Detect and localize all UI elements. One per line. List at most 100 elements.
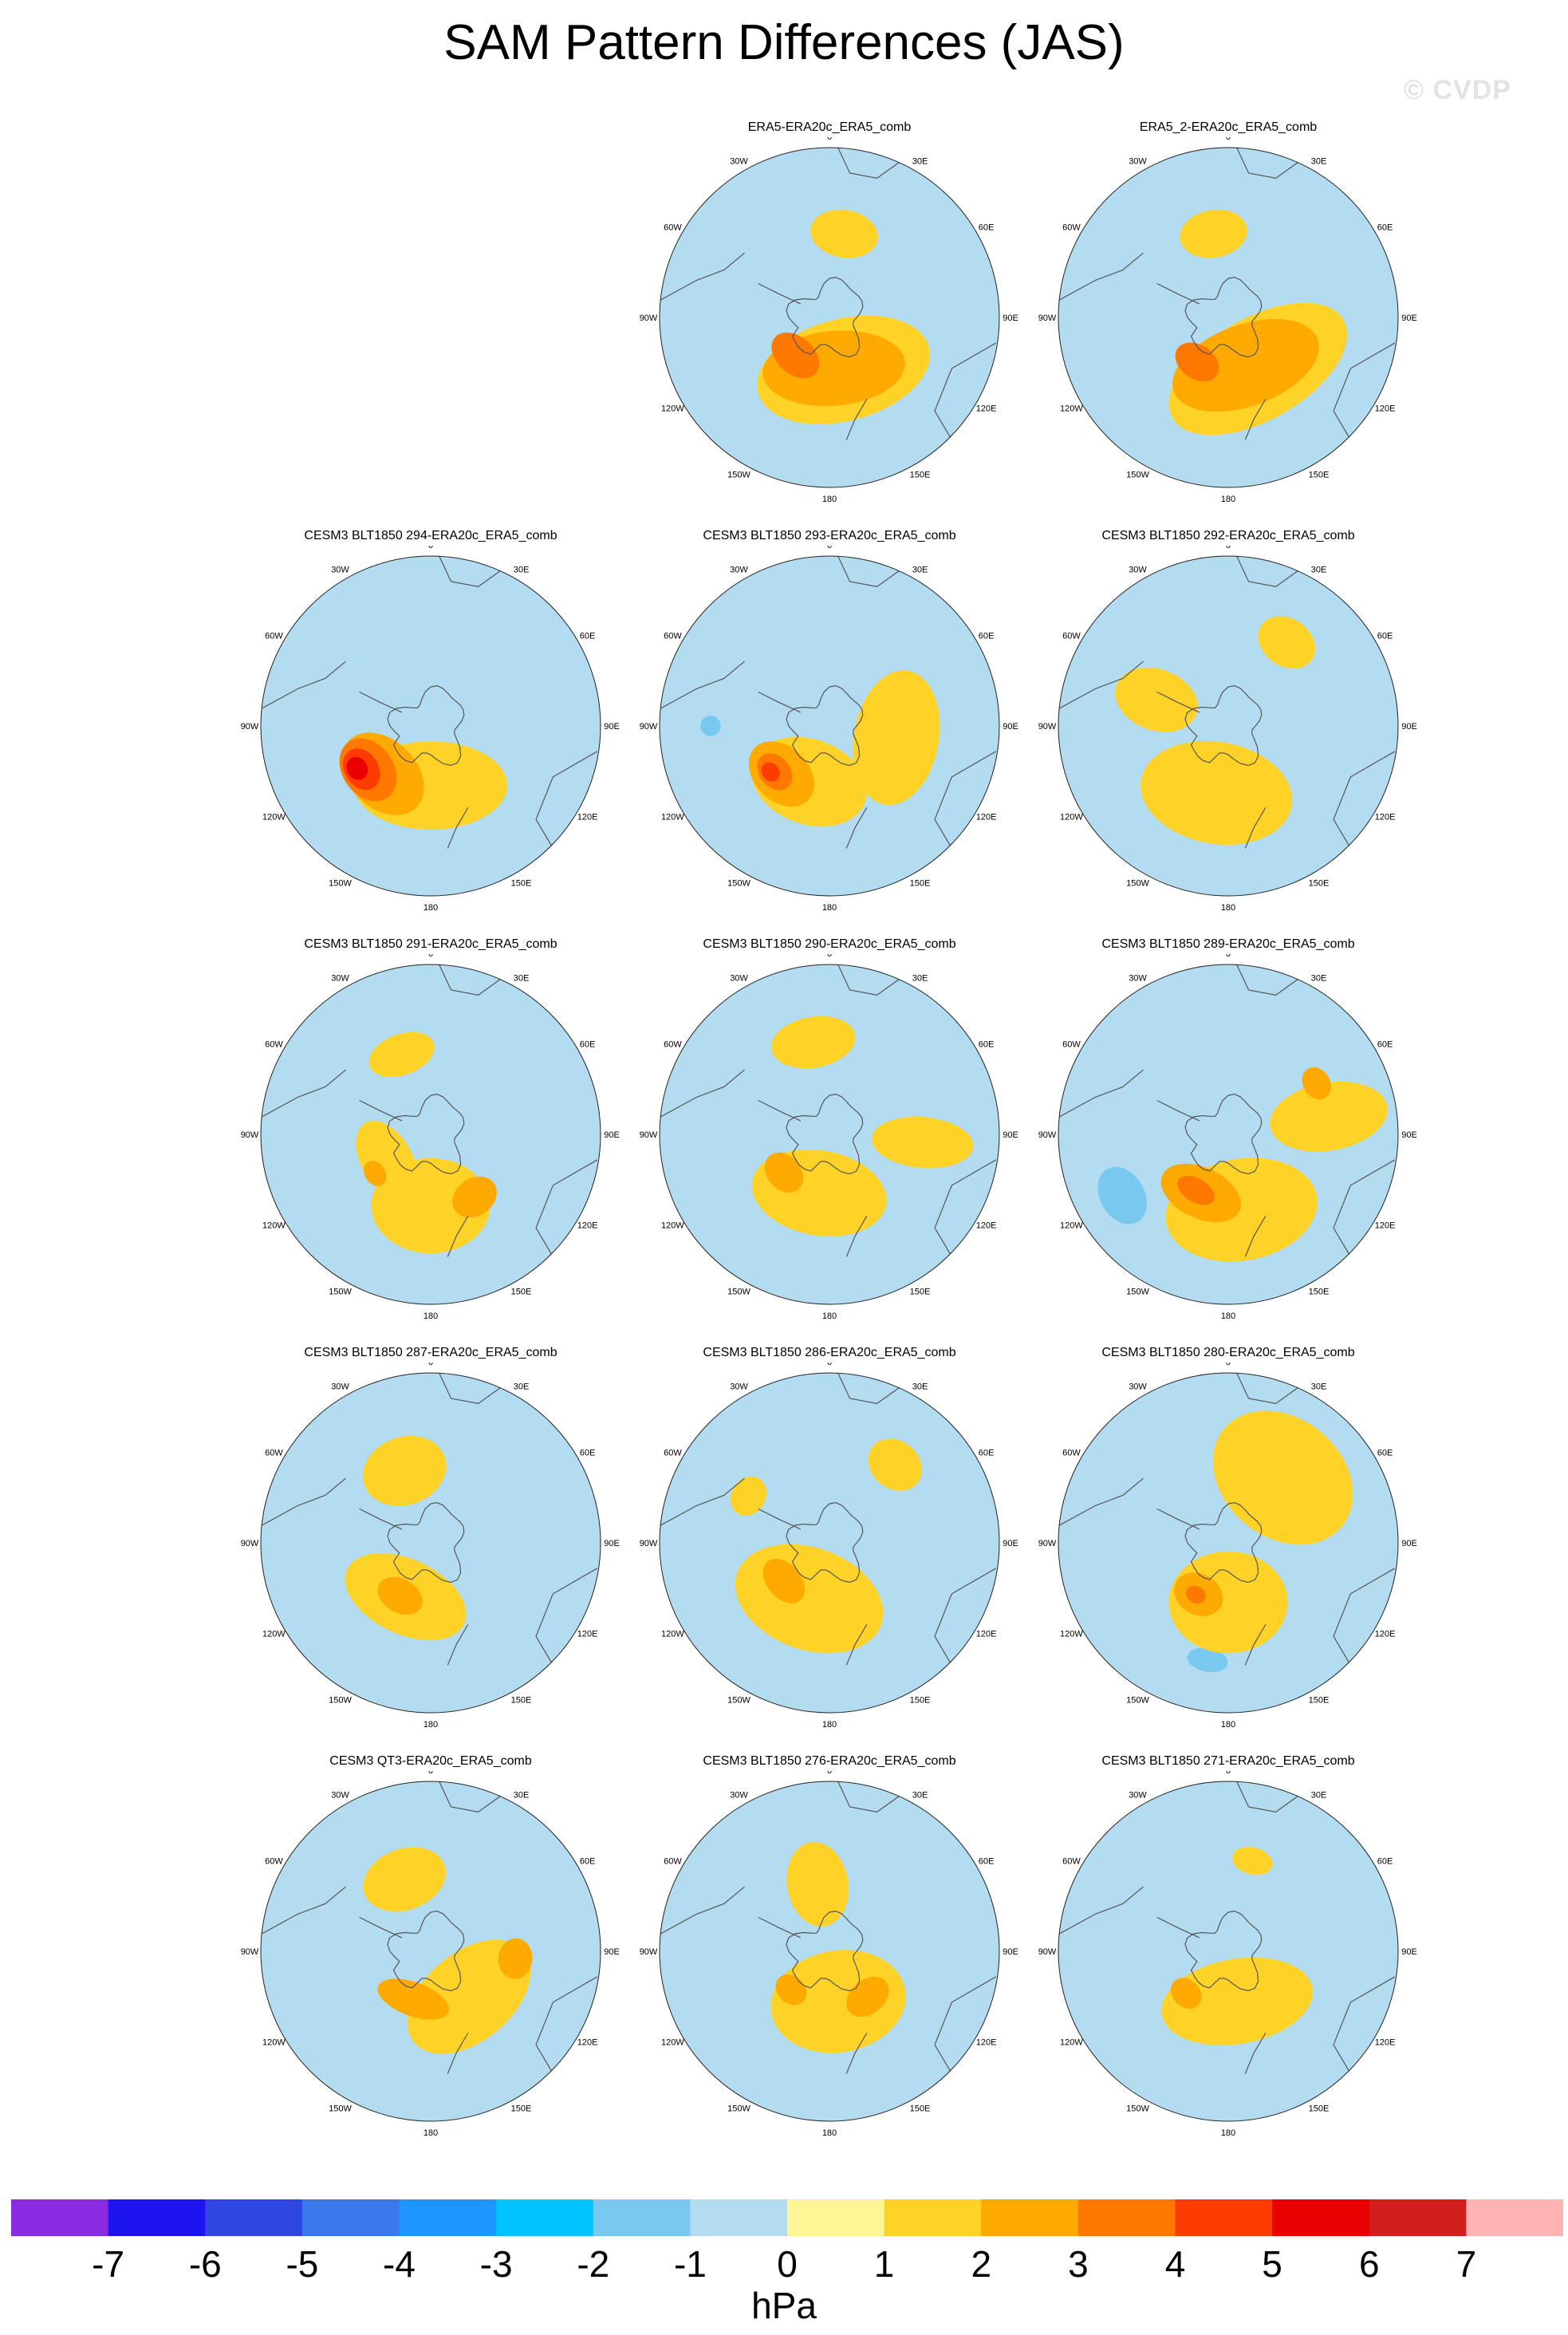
longitude-label: 150W xyxy=(727,1696,751,1706)
longitude-label: 120E xyxy=(976,2038,997,2048)
longitude-label: 30W xyxy=(1129,1790,1147,1800)
longitude-label: 30E xyxy=(514,1382,530,1391)
longitude-label: 30W xyxy=(331,973,349,983)
positive-anomaly-region xyxy=(1171,1978,1202,2009)
longitude-label: 90E xyxy=(1401,1947,1417,1957)
panel-title: CESM3 BLT1850 290-ERA20c_ERA5_comb xyxy=(703,937,956,951)
australia-coastline xyxy=(1333,1976,1396,2074)
longitude-label: 60W xyxy=(265,1449,283,1458)
longitude-label: 90E xyxy=(1003,1130,1018,1140)
longitude-label: 30W xyxy=(730,156,748,166)
south-america-coastline xyxy=(1058,1069,1144,1118)
longitude-label: 150E xyxy=(910,1696,931,1706)
longitude-label: 120W xyxy=(1060,2038,1083,2048)
new-zealand-coastline xyxy=(1244,1623,1267,1666)
new-zealand-coastline xyxy=(447,2032,469,2074)
longitude-label: 0 xyxy=(428,546,433,550)
negative-anomaly-region xyxy=(1125,1926,1146,1961)
longitude-label: 0 xyxy=(827,1363,832,1367)
colorbar-swatch xyxy=(496,2199,594,2236)
longitude-label: 150W xyxy=(727,1288,751,1297)
antarctica-coastline xyxy=(786,276,864,358)
longitude-label: 150W xyxy=(727,2104,751,2114)
positive-anomaly-region xyxy=(868,1438,922,1491)
antarctica-coastline xyxy=(1184,1910,1263,1992)
colorbar-tick: -7 xyxy=(92,2243,125,2285)
longitude-label: 180 xyxy=(424,903,438,913)
longitude-label: 120W xyxy=(1060,1630,1083,1639)
longitude-label: 120E xyxy=(1375,404,1396,414)
map-panel: ERA5_2-ERA20c_ERA5_comb 0 30E 60E 90E 120E 150… xyxy=(1013,120,1444,528)
map-border xyxy=(659,1372,1000,1714)
longitude-label: 60W xyxy=(265,1040,283,1050)
panel-title: ERA5_2-ERA20c_ERA5_comb xyxy=(1139,120,1318,134)
negative-anomaly-region xyxy=(762,153,822,203)
longitude-label: 150W xyxy=(727,471,751,480)
longitude-label: 120W xyxy=(661,404,684,414)
longitude-label: 90W xyxy=(640,314,658,323)
map-border xyxy=(659,964,1000,1305)
longitude-label: 90E xyxy=(604,1947,620,1957)
longitude-label: 30E xyxy=(1311,565,1327,574)
longitude-label: 90E xyxy=(604,722,620,732)
longitude-label: 0 xyxy=(1226,137,1231,142)
panel-title: ERA5-ERA20c_ERA5_comb xyxy=(747,120,912,134)
longitude-label: 30E xyxy=(912,973,928,983)
colorbar-swatch xyxy=(1078,2199,1176,2236)
longitude-label: 0 xyxy=(1226,1363,1231,1367)
longitude-label: 30E xyxy=(514,565,530,574)
panel-title: CESM3 BLT1850 294-ERA20c_ERA5_comb xyxy=(304,529,557,542)
antarctic-peninsula-coastline xyxy=(758,1508,802,1530)
longitude-label: 150W xyxy=(1126,1288,1149,1297)
longitude-label: 30E xyxy=(1311,1790,1327,1800)
colorbar-tick: 5 xyxy=(1262,2243,1282,2285)
positive-anomaly-region xyxy=(377,1978,449,2020)
africa-coastline xyxy=(837,1373,901,1404)
map-background xyxy=(261,964,601,1304)
longitude-label: 30E xyxy=(1311,156,1327,166)
polar-stereo-map: 0 30E 60E 90E 120E 150E 180 150W 120W 90W 60W 30W xyxy=(640,1771,1018,2138)
polar-stereo-map: 0 30E 60E 90E 120E 150E 180 150W 120W 90W 60W 30W xyxy=(640,1363,1018,1730)
negative-anomaly-region xyxy=(1187,1647,1228,1673)
polar-stereo-map: 0 30E 60E 90E 120E 150E 180 150W 120W 90W 60W 30W xyxy=(1038,1771,1417,2138)
longitude-label: 90E xyxy=(1401,1130,1417,1140)
longitude-label: 60W xyxy=(664,1857,682,1867)
map-border xyxy=(1058,147,1399,488)
africa-coastline xyxy=(439,1373,502,1404)
map-panel: CESM3 BLT1850 271-ERA20c_ERA5_comb 0 30E 60… xyxy=(1013,1753,1444,2162)
colorbar-tick: 2 xyxy=(971,2243,992,2285)
south-america-coastline xyxy=(1058,1886,1144,1935)
longitude-label: 180 xyxy=(822,903,837,913)
australia-coastline xyxy=(934,1976,997,2074)
map-panel: CESM3 BLT1850 292-ERA20c_ERA5_comb 0 30E 60… xyxy=(1013,528,1444,937)
map-panel: CESM3 BLT1850 291-ERA20c_ERA5_comb 0 30E 60… xyxy=(215,937,646,1345)
longitude-label: 150E xyxy=(910,879,931,889)
longitude-label: 120E xyxy=(577,813,598,822)
longitude-label: 60E xyxy=(580,632,596,641)
longitude-label: 120W xyxy=(661,2038,684,2048)
map-panel: CESM3 BLT1850 290-ERA20c_ERA5_comb 0 30E 60… xyxy=(614,937,1045,1345)
australia-coastline xyxy=(535,1568,598,1666)
colorbar-tick: -6 xyxy=(188,2243,222,2285)
longitude-label: 150W xyxy=(329,1696,352,1706)
longitude-label: 180 xyxy=(822,495,837,504)
antarctic-peninsula-coastline xyxy=(1156,691,1200,713)
longitude-label: 0 xyxy=(1226,954,1231,959)
positive-anomaly-region xyxy=(810,209,878,258)
longitude-label: 120E xyxy=(1375,2038,1396,2048)
longitude-label: 120W xyxy=(1060,404,1083,414)
longitude-label: 90W xyxy=(1038,1947,1057,1957)
longitude-label: 60E xyxy=(979,1449,995,1458)
positive-anomaly-region xyxy=(1212,1410,1353,1545)
colorbar-tick: -1 xyxy=(673,2243,707,2285)
antarctic-peninsula-coastline xyxy=(1156,282,1200,305)
polar-stereo-map: 0 30E 60E 90E 120E 150E 180 150W 120W 90W 60W 30W xyxy=(1038,954,1417,1321)
panel-title: CESM3 BLT1850 293-ERA20c_ERA5_comb xyxy=(703,529,956,542)
positive-anomaly-region xyxy=(762,1558,806,1603)
negative-anomaly-region xyxy=(681,1126,754,1225)
map-background xyxy=(1058,1781,1398,2121)
map-border xyxy=(260,964,601,1305)
longitude-label: 60W xyxy=(664,223,682,233)
new-zealand-coastline xyxy=(1244,2032,1267,2074)
longitude-label: 0 xyxy=(428,954,433,959)
